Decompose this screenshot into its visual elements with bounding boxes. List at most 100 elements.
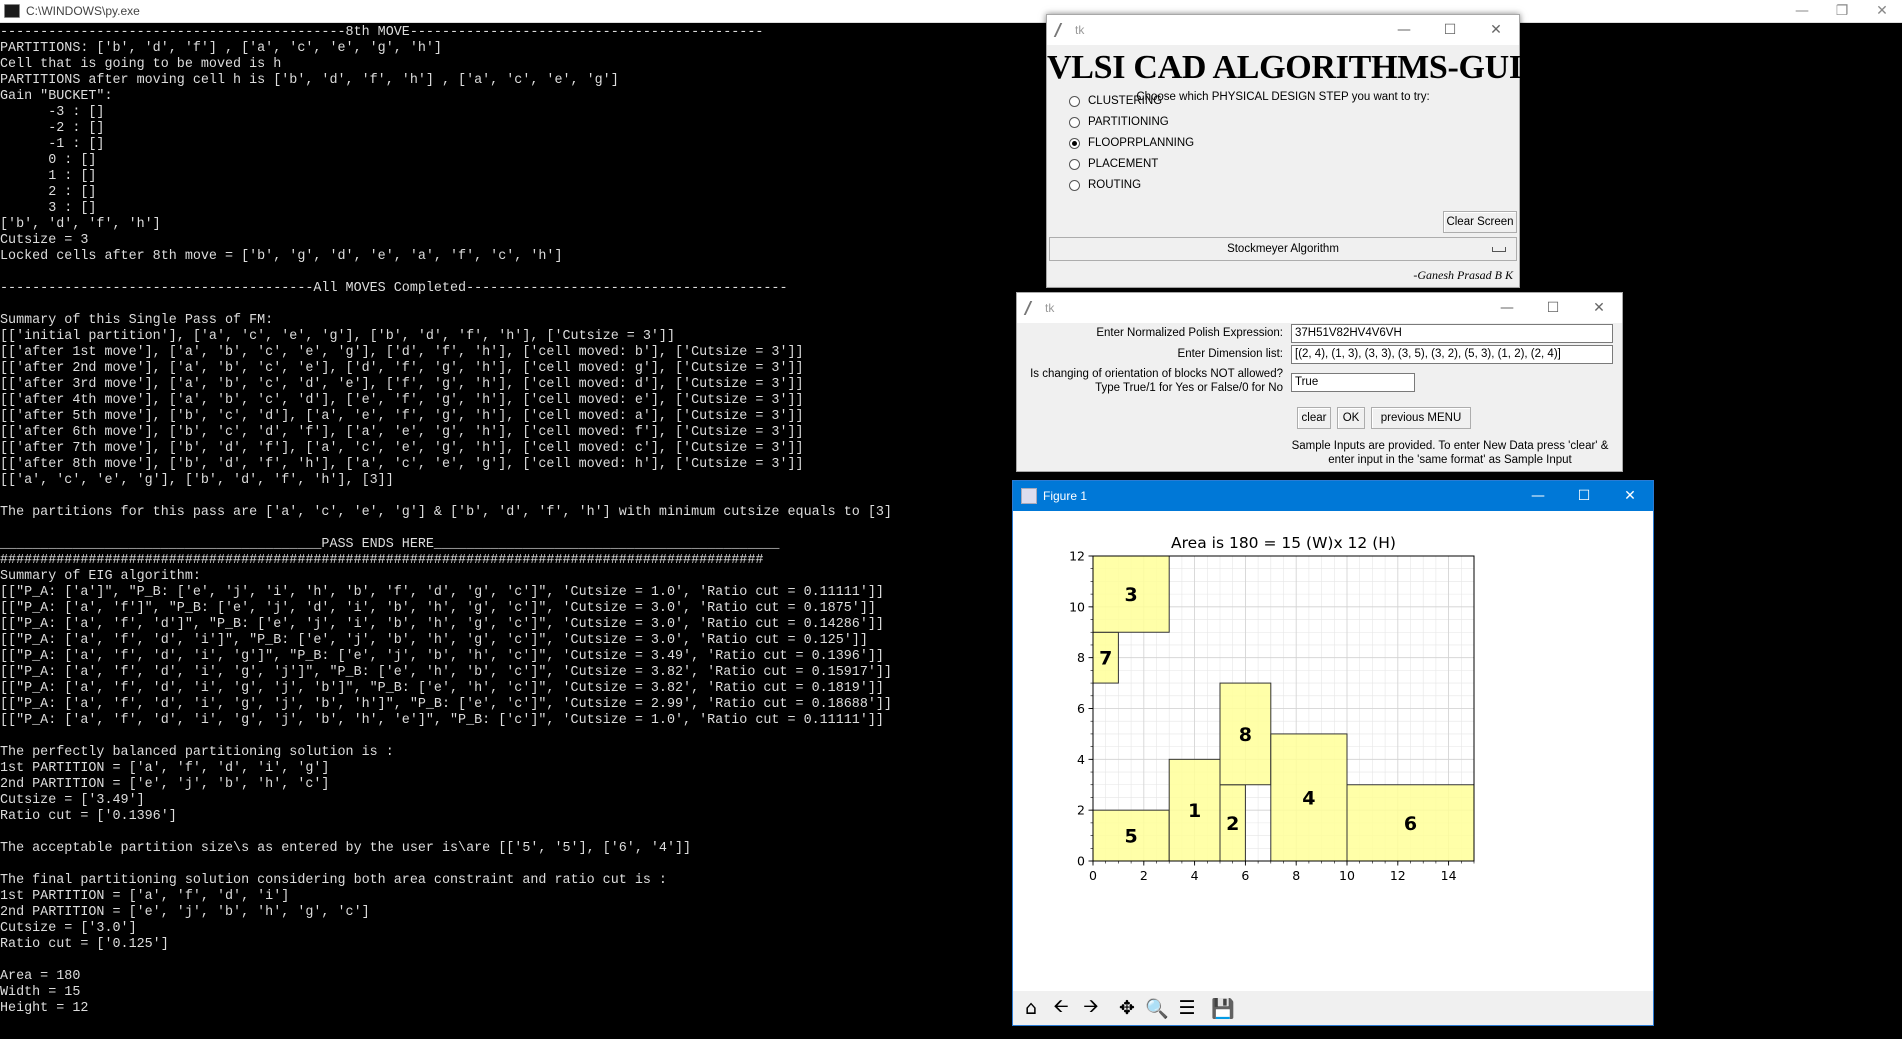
polish-expression-label: Enter Normalized Polish Expression: xyxy=(1096,327,1283,339)
maximize-icon[interactable]: ☐ xyxy=(1443,22,1457,38)
console-line: [['a', 'c', 'e', 'g'], ['b', 'd', 'f', '… xyxy=(0,473,394,488)
radio-floorplanning[interactable]: FLOOPRPLANNING xyxy=(1069,137,1194,149)
sample-input-note: Sample Inputs are provided. To enter New… xyxy=(1282,439,1618,467)
minimize-icon[interactable]: — xyxy=(1795,3,1809,19)
minimize-icon[interactable]: — xyxy=(1397,22,1411,38)
dimension-list-input[interactable]: [(2, 4), (1, 3), (3, 3), (3, 5), (3, 2),… xyxy=(1291,345,1613,364)
algorithm-selected: Stockmeyer Algorithm xyxy=(1227,243,1339,255)
close-icon[interactable]: ✕ xyxy=(1593,300,1605,316)
console-line: 1st PARTITION = ['a', 'f', 'd', 'i'] xyxy=(0,889,290,904)
console-line: The acceptable partition size\s as enter… xyxy=(0,841,692,856)
floorplan-block-3 xyxy=(1092,555,1170,633)
y-tick-label: 10 xyxy=(1069,599,1085,614)
console-app-icon xyxy=(4,4,20,18)
minimize-icon[interactable]: — xyxy=(1531,488,1545,504)
console-title: C:\WINDOWS\py.exe xyxy=(26,4,140,18)
block-label: 8 xyxy=(1239,724,1252,746)
step-prompt: Choose which PHYSICAL DESIGN STEP you wa… xyxy=(1136,91,1430,103)
block-label: 5 xyxy=(1124,826,1137,848)
console-line: 3 : [] xyxy=(0,201,97,216)
radio-label: PARTITIONING xyxy=(1088,116,1169,128)
console-line: PARTITIONS: ['b', 'd', 'f'] , ['a', 'c',… xyxy=(0,41,442,56)
y-tick-label: 8 xyxy=(1077,650,1085,665)
minimize-icon[interactable]: — xyxy=(1500,300,1514,316)
x-tick-label: 10 xyxy=(1339,868,1355,883)
radio-circle[interactable] xyxy=(1069,116,1080,128)
y-tick-label: 2 xyxy=(1077,803,1085,818)
block-label: 3 xyxy=(1124,584,1137,606)
console-line: [["P_A: ['a', 'f', 'd']", "P_B: ['e', 'j… xyxy=(0,617,884,632)
console-line: [['after 8th move'], ['b', 'd', 'f', 'h'… xyxy=(0,457,804,472)
console-line: 2 : [] xyxy=(0,185,97,200)
console-line: Height = 12 xyxy=(0,1001,89,1016)
sample-note-line-2: enter input in the 'same format' as Samp… xyxy=(1328,454,1572,466)
dropdown-indicator-icon xyxy=(1492,247,1506,252)
orientation-hint: Type True/1 for Yes or False/0 for No xyxy=(1095,382,1283,394)
console-line: -1 : [] xyxy=(0,137,105,152)
pan-icon[interactable]: ✥ xyxy=(1119,997,1135,1019)
radio-partitioning[interactable]: PARTITIONING xyxy=(1069,116,1169,128)
console-output: ----------------------------------------… xyxy=(0,25,1040,1039)
console-line: [["P_A: ['a', 'f', 'd', 'i', 'g', 'j']",… xyxy=(0,665,892,680)
restore-icon[interactable]: ❐ xyxy=(1835,3,1849,19)
clear-button[interactable]: clear xyxy=(1297,407,1331,429)
ok-button[interactable]: OK xyxy=(1337,407,1365,429)
menu-window-titlebar: tk — ☐ ✕ xyxy=(1047,15,1519,45)
floorplan-block-2 xyxy=(1219,784,1246,862)
polish-expression-input[interactable]: 37H51V82HV4V6VH xyxy=(1291,324,1613,343)
console-line: Area = 180 xyxy=(0,969,81,984)
figure-toolbar: ⌂ 🡨 🡪 ✥ 🔍 ☰ 💾 xyxy=(1013,991,1653,1025)
clear-screen-button[interactable]: Clear Screen xyxy=(1443,211,1517,233)
forward-icon[interactable]: 🡪 xyxy=(1083,995,1099,1017)
console-line: [['after 7th move'], ['b', 'd', 'f'], ['… xyxy=(0,441,804,456)
radio-placement[interactable]: PLACEMENT xyxy=(1069,158,1158,170)
console-line: ----------------------------------------… xyxy=(0,25,764,40)
close-icon[interactable]: ✕ xyxy=(1624,488,1636,504)
console-line: -3 : [] xyxy=(0,105,105,120)
radio-circle[interactable] xyxy=(1069,179,1080,191)
console-line: ['b', 'd', 'f', 'h'] xyxy=(0,217,161,232)
algorithm-dropdown[interactable]: Stockmeyer Algorithm xyxy=(1049,237,1517,261)
console-line: [['initial partition'], ['a', 'c', 'e', … xyxy=(0,329,675,344)
previous-menu-button[interactable]: previous MENU xyxy=(1371,407,1471,429)
console-line xyxy=(0,953,1040,969)
maximize-icon[interactable]: ☐ xyxy=(1577,488,1591,504)
console-line: Summary of EIG algorithm: xyxy=(0,569,201,584)
console-line: [["P_A: ['a', 'f', 'd', 'i', 'g', 'j', '… xyxy=(0,713,884,728)
console-line xyxy=(0,729,1040,745)
console-line: [["P_A: ['a']", "P_B: ['e', 'j', 'i', 'h… xyxy=(0,585,884,600)
console-line: [["P_A: ['a', 'f', 'd', 'i', 'g']", "P_B… xyxy=(0,649,884,664)
home-icon[interactable]: ⌂ xyxy=(1024,997,1038,1019)
console-line: The perfectly balanced partitioning solu… xyxy=(0,745,394,760)
close-icon[interactable]: ✕ xyxy=(1490,22,1502,38)
console-line: ---------------------------------------A… xyxy=(0,281,788,296)
console-line: [['after 3rd move'], ['a', 'b', 'c', 'd'… xyxy=(0,377,804,392)
console-line: [["P_A: ['a', 'f', 'd', 'i', 'g', 'j', '… xyxy=(0,681,884,696)
radio-label: PLACEMENT xyxy=(1088,158,1159,170)
y-tick-label: 4 xyxy=(1077,752,1085,767)
console-line: [["P_A: ['a', 'f', 'd', 'i']", "P_B: ['e… xyxy=(0,633,868,648)
block-label: 2 xyxy=(1226,813,1239,835)
menu-window: tk — ☐ ✕ VLSI CAD ALGORITHMS-GUI Choose … xyxy=(1046,14,1522,288)
maximize-icon[interactable]: ☐ xyxy=(1546,300,1560,316)
author-credit: -Ganesh Prasad B K xyxy=(1413,268,1513,282)
console-line: [['after 1st move'], ['a', 'b', 'c', 'e'… xyxy=(0,345,804,360)
save-icon[interactable]: 💾 xyxy=(1211,997,1235,1020)
configure-icon[interactable]: ☰ xyxy=(1178,997,1196,1019)
close-icon[interactable]: ✕ xyxy=(1876,3,1888,19)
radio-circle[interactable] xyxy=(1069,95,1080,107)
console-line xyxy=(0,297,1040,313)
y-tick-label: 12 xyxy=(1069,549,1085,564)
floorplan-block-5 xyxy=(1092,809,1170,862)
orientation-input[interactable]: True xyxy=(1291,373,1415,392)
back-icon[interactable]: 🡨 xyxy=(1053,995,1069,1017)
chart-title: Area is 180 = 15 (W)x 12 (H) xyxy=(1171,534,1396,552)
console-line xyxy=(0,521,1040,537)
radio-circle-selected[interactable] xyxy=(1069,137,1080,149)
radio-circle[interactable] xyxy=(1069,158,1080,170)
radio-clustering[interactable]: CLUSTERING xyxy=(1069,95,1162,107)
console-line: 1st PARTITION = ['a', 'f', 'd', 'i', 'g'… xyxy=(0,761,330,776)
zoom-icon[interactable]: 🔍 xyxy=(1145,997,1169,1020)
radio-routing[interactable]: ROUTING xyxy=(1069,179,1141,191)
